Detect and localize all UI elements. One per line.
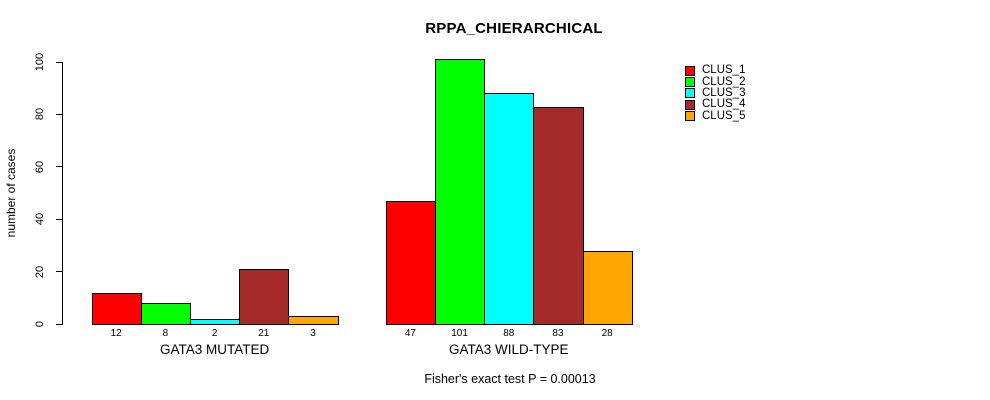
legend-item-clus_2: CLUS_2 [685,76,745,87]
bar-clus_3-wild-type [484,93,535,325]
bar-value-label: 12 [110,328,122,339]
bar-clus_3-mutated [190,318,241,325]
legend-swatch-clus_5 [685,111,695,122]
legend: CLUS_1 CLUS_2 CLUS_3 CLUS_4 CLUS_5 [685,64,746,122]
legend-item-clus_1: CLUS_1 [685,64,746,77]
legend-label: CLUS_4 [702,98,746,111]
bar-clus_5-wild-type [582,250,633,325]
legend-label: CLUS_1 [702,64,746,77]
y-axis-tick [56,218,63,220]
bar-value-label: 83 [552,328,564,339]
bar-value-label: 8 [162,328,169,339]
y-axis-tick-label: 80 [34,108,46,121]
legend-label: CLUS_3 [702,86,746,99]
bar-value-label: 3 [310,328,316,339]
bar-clus_4-mutated [239,268,290,325]
y-axis-tick-label: 40 [34,213,46,226]
legend-swatch-clus_3 [685,88,695,99]
bar-clus_2-mutated [140,303,191,325]
legend-swatch-clus_4 [685,99,695,110]
y-axis-tick [56,113,63,115]
y-axis-tick [56,271,63,273]
y-axis-tick [56,166,63,168]
y-axis-tick [56,61,63,63]
legend-item-clus_5: CLUS_5 [685,109,746,122]
fisher-test-annotation: Fisher's exact test P = 0.00013 [424,372,596,386]
legend-label: CLUS_2 [702,75,746,88]
bar-value-label: 2 [211,328,218,339]
y-axis-tick-label: 20 [34,265,46,278]
group-label: GATA3 MUTATED [159,342,270,357]
bar-value-label: 47 [404,328,416,339]
y-axis-tick-label: 0 [34,320,46,328]
legend-swatch-clus_1 [685,65,695,76]
bar-value-label: 28 [601,328,613,339]
bar-clus_5-mutated [288,316,339,325]
bar-value-label: 101 [451,328,468,339]
chart-title: RPPA_CHIERARCHICAL [425,20,603,37]
bar-value-label: 21 [258,328,270,339]
legend-item-clus_4: CLUS_4 [685,99,745,110]
bar-clus_1-wild-type [385,200,436,325]
y-axis-title: number of cases [4,148,18,238]
y-axis-tick-label: 100 [34,52,46,72]
legend-label: CLUS_5 [702,109,746,122]
bar-clus_2-wild-type [435,59,486,325]
y-axis-tick-label: 60 [34,160,46,173]
group-label: GATA3 WILD-TYPE [449,342,569,357]
bar-clus_4-wild-type [533,106,584,325]
bar-clus_1-mutated [91,292,142,325]
bar-value-label: 88 [503,328,515,339]
legend-swatch-clus_2 [685,77,695,88]
legend-item-clus_3: CLUS_3 [685,86,746,99]
y-axis-tick [56,323,63,325]
y-axis-line [62,62,63,325]
